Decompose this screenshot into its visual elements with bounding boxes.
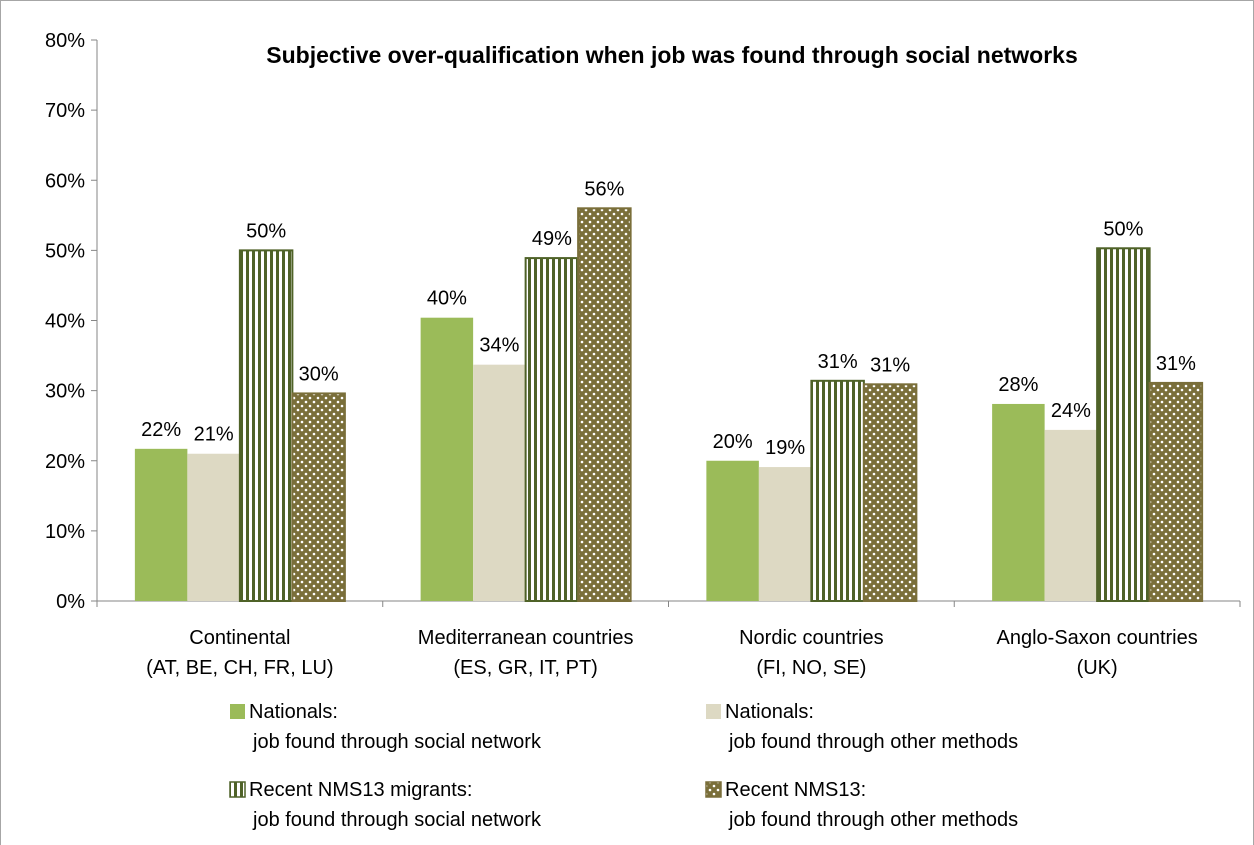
bar: [577, 207, 632, 603]
bar: [134, 448, 188, 601]
y-tick-label: 0%: [56, 591, 85, 613]
y-tick-label: 40%: [45, 311, 85, 333]
category-label: Continental: [189, 627, 290, 649]
category-label: Mediterranean countries: [418, 627, 634, 649]
bar: [1148, 381, 1204, 602]
data-label: 30%: [299, 363, 339, 385]
legend-label: Nationals:: [725, 701, 814, 723]
bar: [810, 379, 865, 602]
legend-label: Nationals:: [249, 701, 338, 723]
data-label: 24%: [1051, 400, 1091, 422]
legend-label: job found through social network: [252, 809, 542, 831]
y-tick-label: 60%: [45, 170, 85, 192]
category-labels: Continental (AT, BE, CH, FR, LU) Mediterra…: [146, 627, 1198, 679]
data-label: 31%: [870, 354, 910, 376]
bar: [1044, 429, 1098, 601]
bar: [758, 467, 812, 601]
legend-swatch: [705, 781, 722, 798]
bar: [862, 383, 918, 602]
bar: [238, 249, 294, 602]
data-label: 19%: [765, 437, 805, 459]
legend-label: Recent NMS13 migrants:: [249, 779, 472, 801]
legend-label: job found through other methods: [728, 731, 1018, 753]
bar: [420, 317, 474, 601]
legend-swatch: [230, 704, 245, 719]
data-label: 31%: [818, 351, 858, 373]
legend-label: Recent NMS13:: [725, 779, 866, 801]
category-label: Nordic countries: [739, 627, 884, 649]
data-label: 34%: [479, 335, 519, 357]
bar: [473, 364, 526, 601]
bar: [524, 257, 580, 602]
legend-label: job found through social network: [252, 731, 542, 753]
category-label: (FI, NO, SE): [756, 657, 866, 679]
data-label: 22%: [141, 419, 181, 441]
y-tick-label: 10%: [45, 521, 85, 543]
bar: [1096, 247, 1151, 603]
data-label: 49%: [532, 228, 572, 250]
bar: [291, 392, 346, 602]
category-label: (ES, GR, IT, PT): [453, 657, 597, 679]
bar: [706, 460, 759, 601]
legend: Nationals: job found through social netwo…: [229, 701, 1018, 831]
legend-label: job found through other methods: [728, 809, 1018, 831]
y-tick-label: 80%: [45, 30, 85, 52]
y-tick-label: 70%: [45, 100, 85, 122]
legend-swatch: [229, 781, 246, 798]
legend-swatch: [706, 704, 721, 719]
data-label: 50%: [1103, 218, 1143, 240]
data-label: 20%: [713, 431, 753, 453]
bar: [992, 403, 1045, 601]
bar: [187, 453, 240, 601]
y-tick-label: 50%: [45, 240, 85, 262]
data-label: 56%: [584, 178, 624, 200]
data-label: 31%: [1156, 353, 1196, 375]
y-tick-label: 30%: [45, 381, 85, 403]
data-label: 28%: [998, 374, 1038, 396]
category-label: (AT, BE, CH, FR, LU): [146, 657, 333, 679]
data-label: 40%: [427, 288, 467, 310]
data-label: 50%: [246, 220, 286, 242]
data-label: 21%: [194, 424, 234, 446]
category-label: Anglo-Saxon countries: [997, 627, 1198, 649]
category-label: (UK): [1077, 657, 1118, 679]
chart-title: Subjective over-qualification when job w…: [266, 42, 1078, 68]
data-labels: 22% 21% 50% 30% 40% 34% 49% 56% 20% 19% 31% 31% 28% 2…: [141, 178, 1196, 459]
bars: [134, 207, 1204, 603]
y-tick-label: 20%: [45, 451, 85, 473]
